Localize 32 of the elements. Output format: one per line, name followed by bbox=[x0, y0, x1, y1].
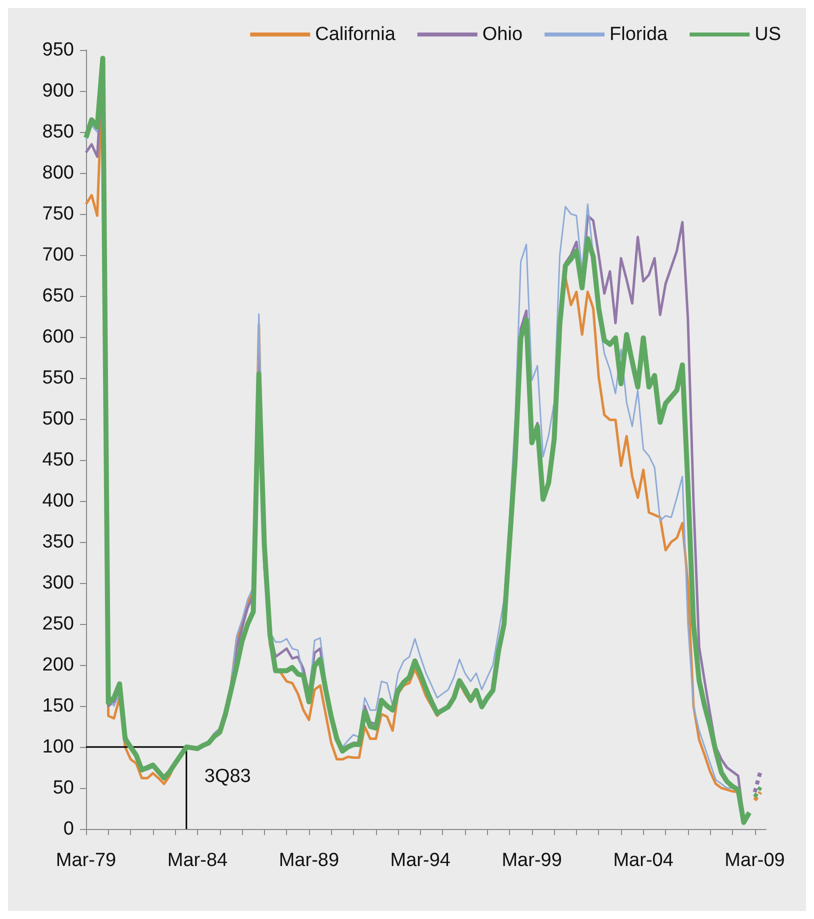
x-tick-label: Mar-89 bbox=[278, 850, 340, 871]
x-tick-label: Mar-79 bbox=[56, 850, 116, 871]
y-tick-label: 700 bbox=[42, 244, 74, 266]
legend-label: US bbox=[754, 24, 782, 45]
legend-label: Florida bbox=[610, 24, 668, 45]
x-tick-label: Mar-99 bbox=[502, 850, 562, 871]
legend-label: Ohio bbox=[482, 24, 523, 45]
y-tick-label: 450 bbox=[42, 450, 74, 470]
y-tick-label: 50 bbox=[52, 778, 74, 798]
x-tick-label: Mar-04 bbox=[613, 850, 674, 871]
y-tick-label: 0 bbox=[63, 818, 74, 840]
y-tick-label: 400 bbox=[42, 490, 74, 512]
y-tick-label: 300 bbox=[42, 572, 74, 594]
y-tick-label: 650 bbox=[42, 286, 74, 306]
y-tick-label: 750 bbox=[42, 204, 74, 224]
y-tick-label: 550 bbox=[42, 368, 74, 388]
y-tick-label: 850 bbox=[42, 122, 74, 142]
x-tick-label: Mar-09 bbox=[724, 850, 785, 871]
y-tick-label: 500 bbox=[42, 408, 74, 430]
y-tick-label: 150 bbox=[42, 696, 74, 716]
x-tick-label: Mar-94 bbox=[390, 850, 451, 871]
y-tick-label: 900 bbox=[42, 80, 74, 102]
annotation: 3Q83 bbox=[204, 766, 251, 787]
y-tick-label: 250 bbox=[42, 614, 74, 634]
y-tick-label: 950 bbox=[42, 40, 74, 60]
y-tick-label: 350 bbox=[42, 532, 74, 552]
y-tick-label: 200 bbox=[42, 654, 74, 676]
y-tick-label: 100 bbox=[42, 736, 74, 758]
y-tick-label: 800 bbox=[42, 162, 74, 184]
y-tick-label: 600 bbox=[42, 326, 74, 348]
x-tick-label: Mar-84 bbox=[167, 850, 228, 871]
legend-label: California bbox=[315, 24, 396, 45]
